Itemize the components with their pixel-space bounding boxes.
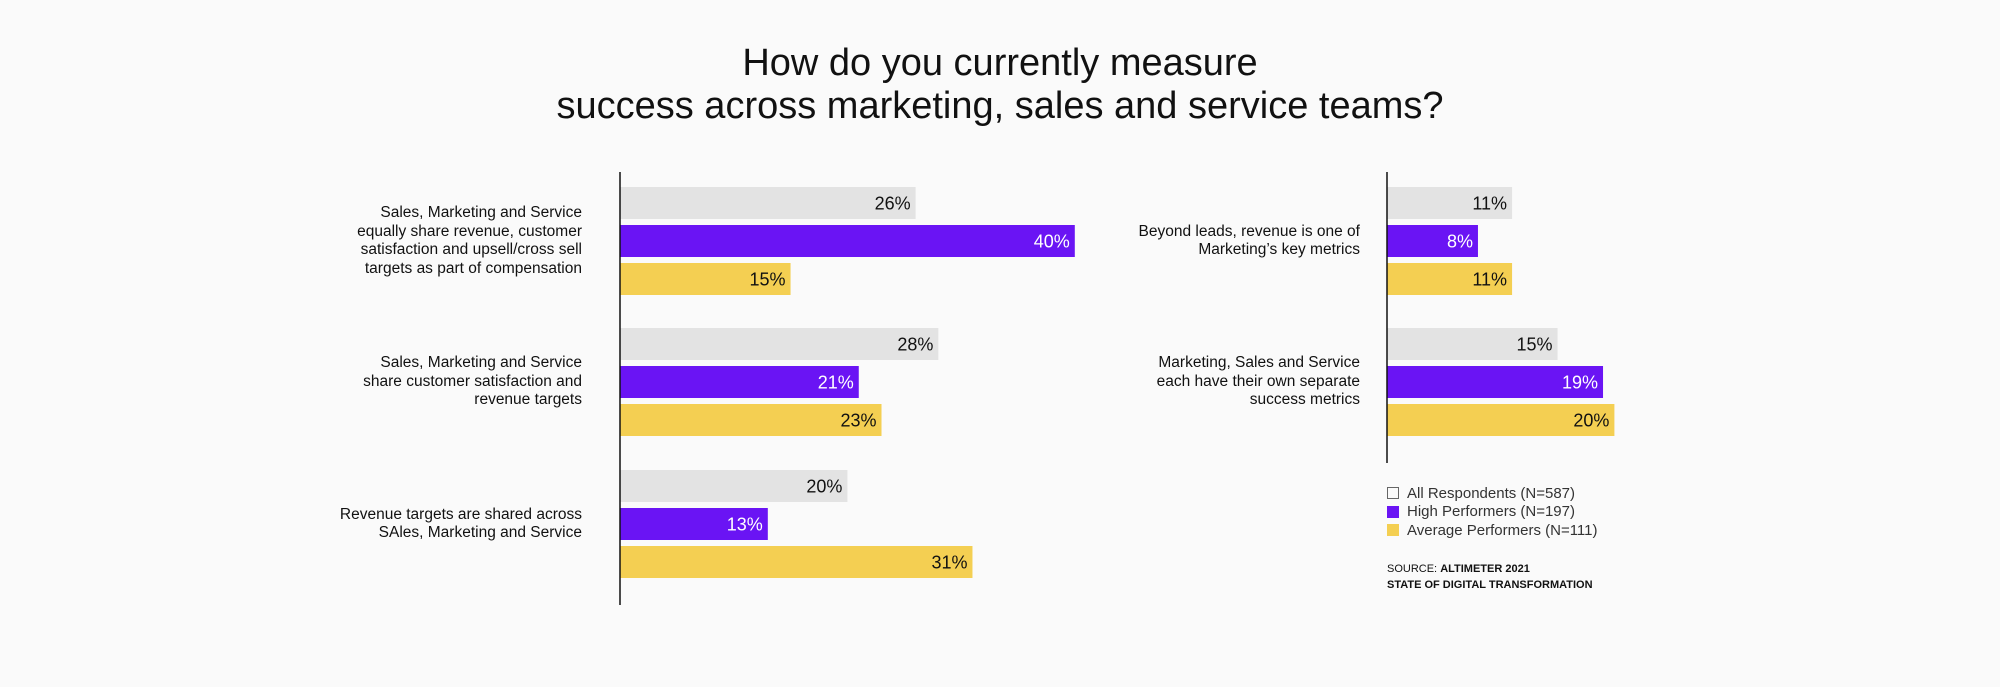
legend-label-high-performers: High Performers (N=197) — [1407, 503, 1575, 521]
category-label-line: SAles, Marketing and Service — [378, 524, 582, 541]
category-label-line: satisfaction and upsell/cross sell — [360, 241, 582, 258]
bar-all-respondents-1-2 — [620, 328, 939, 360]
legend-item-all-respondents: All Respondents (N=587) — [1387, 484, 1598, 503]
legend-label-average-performers: Average Performers (N=111) — [1407, 521, 1598, 539]
category-label-1-2: Sales, Marketing and Service share custom… — [282, 354, 582, 410]
data-label-all-respondents-1-3: 20% — [806, 477, 842, 497]
source-note: SOURCE: ALTIMETER 2021 STATE OF DIGITAL … — [1387, 561, 1593, 593]
category-label-1-1: Sales, Marketing and Service equally shar… — [282, 204, 582, 278]
data-label-average-performers-1-3: 31% — [931, 553, 967, 573]
data-label-all-respondents-1-2: 28% — [897, 335, 933, 355]
category-label-line: share customer satisfaction and — [363, 372, 582, 390]
data-label-average-performers-1-2: 23% — [840, 411, 876, 431]
bar-average-performers-1-1 — [620, 263, 791, 295]
chart-title-line-2: success across marketing, sales and serv… — [556, 85, 1444, 127]
category-label-line: Sales, Marketing and Service — [380, 354, 582, 372]
bar-all-respondents-2-2 — [1387, 328, 1558, 360]
data-label-high-performers-2-1: 8% — [1447, 232, 1473, 252]
bar-average-performers-1-2 — [620, 404, 882, 436]
category-label-line: equally share revenue, customer — [357, 222, 582, 240]
bar-high-performers-2-1 — [1387, 225, 1478, 257]
category-label-2-1: Beyond leads, revenue is one of Marketing… — [1060, 223, 1360, 260]
source-prefix: SOURCE: — [1387, 563, 1441, 575]
category-label-2-2: Marketing, Sales and Service each have th… — [1060, 354, 1360, 410]
data-label-all-respondents-2-2: 15% — [1517, 335, 1553, 355]
bar-average-performers-2-2 — [1387, 404, 1615, 436]
bar-all-respondents-1-1 — [620, 187, 916, 219]
legend-swatch-average-performers — [1387, 524, 1399, 537]
legend: All Respondents (N=587) High Performers … — [1387, 484, 1598, 540]
bar-high-performers-2-2 — [1387, 366, 1604, 398]
bar-all-respondents-2-1 — [1387, 187, 1513, 219]
source-line-2: STATE OF DIGITAL TRANSFORMATION — [1387, 579, 1593, 591]
category-label-line: success metrics — [1249, 391, 1360, 409]
category-label-1-3: Revenue targets are shared across SAles, … — [282, 506, 582, 543]
category-label-line: revenue targets — [474, 391, 582, 409]
category-label-line: Marketing’s key metrics — [1198, 241, 1360, 258]
bar-all-respondents-1-3 — [620, 470, 848, 502]
legend-swatch-high-performers — [1387, 505, 1399, 518]
data-label-high-performers-1-3: 13% — [727, 515, 763, 535]
legend-item-average-performers: Average Performers (N=111) — [1387, 521, 1598, 540]
category-label-line: Revenue targets are shared across — [339, 505, 582, 523]
category-label-line: Beyond leads, revenue is one of — [1138, 222, 1360, 240]
bar-high-performers-1-1 — [620, 225, 1075, 257]
chart-title: How do you currently measure success acr… — [0, 42, 2000, 128]
chart-panel-2: 11% 8% 11% 15% 19% 20% — [1386, 172, 1615, 463]
bar-average-performers-1-3 — [620, 546, 973, 578]
bar-high-performers-1-2 — [620, 366, 859, 398]
data-label-all-respondents-2-1: 11% — [1472, 194, 1507, 214]
data-label-all-respondents-1-1: 26% — [875, 194, 911, 214]
category-label-line: each have their own separate — [1156, 372, 1360, 390]
category-label-line: Sales, Marketing and Service — [380, 204, 582, 221]
data-label-high-performers-1-2: 21% — [818, 373, 854, 393]
data-label-average-performers-2-2: 20% — [1573, 411, 1609, 431]
legend-label-all-respondents: All Respondents (N=587) — [1407, 484, 1576, 502]
category-label-line: targets as part of compensation — [364, 259, 582, 277]
data-label-average-performers-2-1: 11% — [1472, 270, 1507, 290]
chart-panel-1: 26% 40% 15% 28% 21% 23% 20% 13% 31% — [619, 172, 1075, 605]
bar-average-performers-2-1 — [1387, 263, 1513, 295]
category-label-line: Marketing, Sales and Service — [1158, 354, 1360, 372]
data-label-high-performers-2-2: 19% — [1562, 373, 1598, 393]
chart-title-line-1: How do you currently measure — [742, 42, 1258, 84]
data-label-high-performers-1-1: 40% — [1034, 232, 1070, 252]
source-name: ALTIMETER 2021 — [1440, 563, 1530, 575]
bar-high-performers-1-3 — [620, 508, 768, 540]
legend-item-high-performers: High Performers (N=197) — [1387, 503, 1598, 522]
legend-swatch-all-respondents — [1387, 487, 1399, 500]
data-label-average-performers-1-1: 15% — [750, 270, 786, 290]
